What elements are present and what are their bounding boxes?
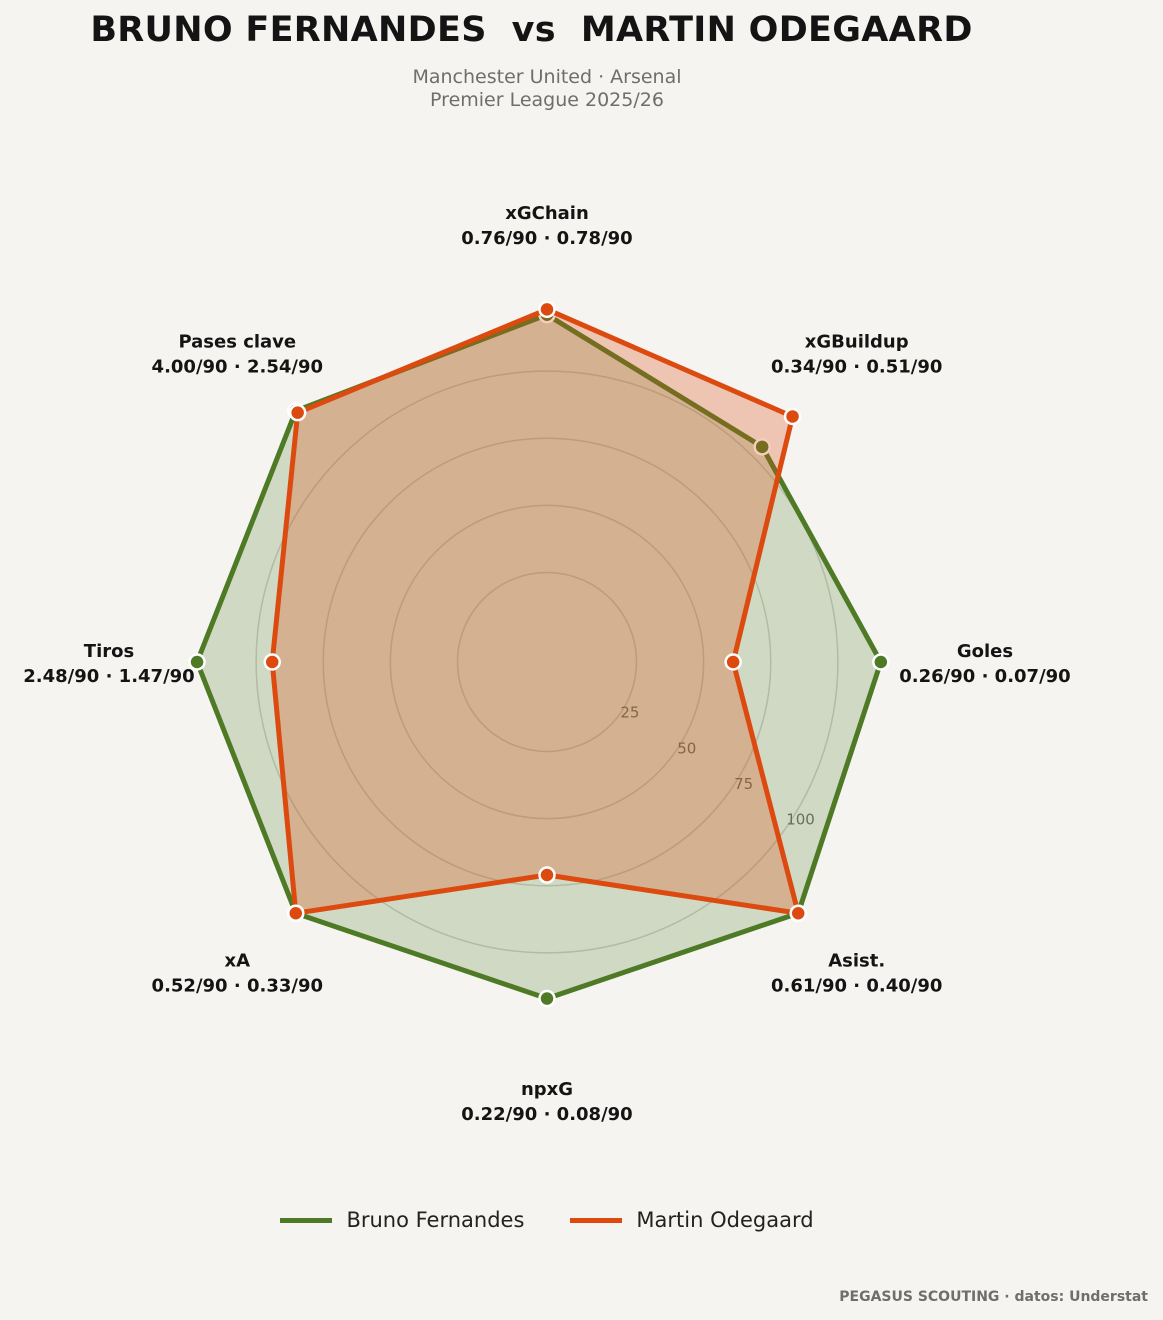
series-fill	[197, 314, 881, 999]
data-point	[789, 904, 807, 922]
data-point	[188, 653, 206, 671]
ring-tick-label: 75	[734, 775, 753, 793]
radar-ring	[389, 504, 705, 820]
radar-ring	[456, 571, 638, 753]
data-point	[288, 403, 307, 422]
series-2	[263, 300, 807, 922]
chart-subtitle: Manchester United · Arsenal Premier Leag…	[0, 66, 1094, 112]
axis-label: xGBuildup 0.34/90 · 0.51/90	[771, 331, 942, 377]
legend-label: Bruno Fernandes	[346, 1208, 525, 1232]
radar-ring	[255, 370, 839, 954]
data-point	[538, 989, 556, 1008]
axis-label: xA 0.52/90 · 0.33/90	[152, 951, 323, 997]
chart-title: BRUNO FERNANDES vs MARTIN ODEGAARD	[90, 10, 973, 50]
ring-tick-label: 50	[677, 739, 696, 757]
axis-label: Pases clave 4.00/90 · 2.54/90	[152, 331, 323, 377]
series-fill	[272, 309, 799, 914]
ring-labels: 25 50 75 100	[620, 704, 814, 829]
legend-label: Martin Odegaard	[636, 1208, 814, 1232]
legend-item: Martin Odegaard	[570, 1208, 814, 1232]
subtitle-competition: Premier League 2025/26	[430, 89, 664, 111]
legend: Bruno Fernandes Martin Odegaard	[0, 1208, 1094, 1232]
series-1	[188, 305, 890, 1008]
radar-rings	[255, 370, 839, 954]
data-point	[263, 653, 281, 671]
axis-label: Tiros 2.48/90 · 1.47/90	[23, 641, 194, 687]
data-point	[287, 904, 305, 922]
ring-tick-label: 100	[786, 811, 815, 829]
axis-label: xGChain 0.76/90 · 0.78/90	[461, 203, 632, 249]
credit-text: PEGASUS SCOUTING · datos: Understat	[839, 1289, 1148, 1305]
data-point	[538, 300, 556, 319]
data-point	[753, 438, 771, 456]
axis-label: Asist. 0.61/90 · 0.40/90	[771, 951, 942, 997]
subtitle-teams: Manchester United · Arsenal	[412, 66, 682, 88]
radar-ring	[322, 437, 772, 887]
legend-swatch	[570, 1217, 623, 1223]
ring-tick-label: 25	[620, 704, 639, 722]
legend-item: Bruno Fernandes	[280, 1208, 524, 1232]
series-layer	[188, 300, 890, 1008]
axis-labels: xGChain 0.76/90 · 0.78/90 xGBuildup 0.34/90…	[23, 203, 1070, 1125]
data-point	[724, 653, 742, 671]
legend-swatch	[280, 1217, 333, 1223]
data-point	[872, 653, 890, 671]
axis-label: npxG 0.22/90 · 0.08/90	[461, 1079, 632, 1125]
axis-label: Goles 0.26/90 · 0.07/90	[899, 641, 1070, 687]
data-point	[538, 866, 556, 884]
data-point	[783, 407, 802, 426]
